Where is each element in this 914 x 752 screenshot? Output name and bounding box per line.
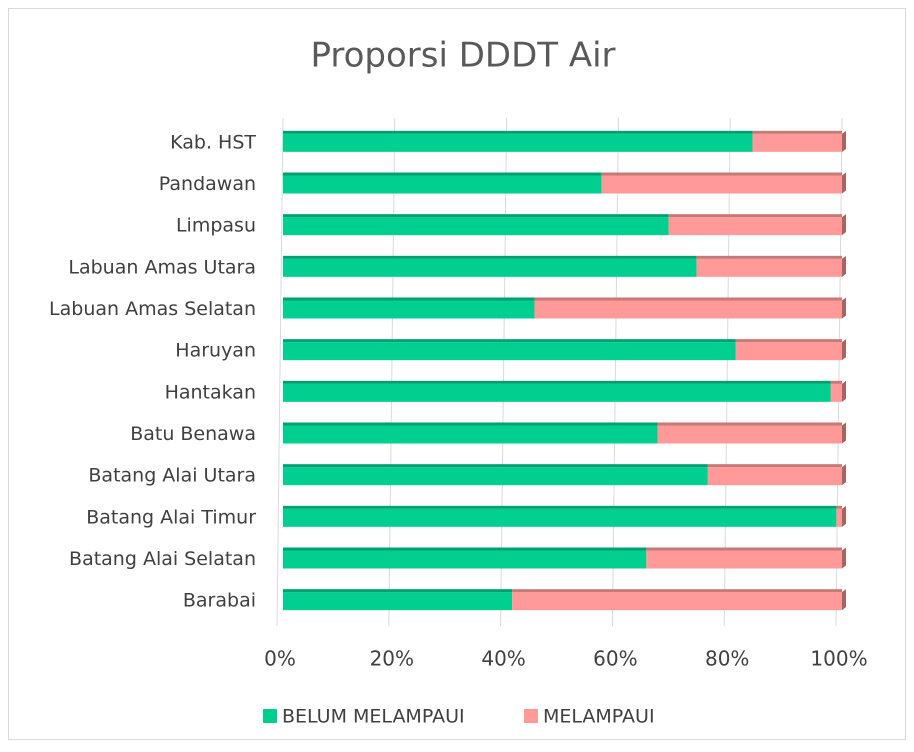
- bar: [283, 592, 513, 611]
- bar-side: [842, 380, 846, 402]
- bar-side: [842, 464, 846, 486]
- grid-line: [500, 117, 508, 627]
- y-tick-label: Batang Alai Utara: [88, 465, 256, 487]
- bar-top: [283, 214, 669, 218]
- bar: [707, 467, 842, 486]
- bar: [752, 133, 842, 152]
- bar-side: [842, 589, 846, 611]
- bar: [601, 175, 842, 194]
- bar-top: [512, 589, 842, 593]
- y-tick-label: Labuan Amas Selatan: [49, 298, 256, 320]
- bar-top: [283, 172, 602, 176]
- bar-top: [836, 505, 842, 509]
- bar-top: [534, 297, 842, 301]
- bar: [534, 300, 842, 319]
- chart-frame: [8, 8, 906, 740]
- bar-top: [283, 297, 535, 301]
- bar: [830, 383, 842, 402]
- x-tick-label: 40%: [481, 647, 525, 671]
- grid-line: [611, 117, 619, 627]
- legend-swatch: [263, 709, 277, 723]
- bar-top: [707, 464, 842, 468]
- bar-top: [646, 547, 842, 551]
- bar: [283, 508, 837, 527]
- y-tick-label: Barabai: [183, 590, 256, 612]
- bar-top: [283, 589, 513, 593]
- bar-top: [830, 380, 842, 384]
- bar: [836, 508, 842, 527]
- bar-top: [752, 130, 842, 134]
- legend-label: MELAMPAUI: [543, 706, 655, 728]
- bar-side: [842, 172, 846, 194]
- y-tick-label: Limpasu: [176, 215, 256, 237]
- bar-top: [283, 422, 658, 426]
- bar: [283, 300, 535, 319]
- bar: [283, 133, 753, 152]
- y-tick-label: Pandawan: [159, 173, 256, 195]
- x-tick-label: 0%: [264, 647, 296, 671]
- bar-top: [696, 255, 842, 259]
- bar-top: [283, 380, 831, 384]
- bar: [283, 425, 658, 444]
- bar-top: [283, 547, 647, 551]
- y-tick-label: Batu Benawa: [130, 423, 256, 445]
- bar-side: [842, 505, 846, 527]
- bar-top: [283, 255, 697, 259]
- grid-line: [723, 117, 731, 627]
- bar-top: [283, 130, 753, 134]
- bar-top: [668, 214, 842, 218]
- grid-line: [388, 117, 396, 627]
- bar-side: [842, 422, 846, 444]
- y-tick-label: Kab. HST: [170, 131, 256, 153]
- bar: [512, 592, 842, 611]
- bar: [283, 258, 697, 277]
- bar-side: [842, 130, 846, 152]
- bar: [283, 383, 831, 402]
- bar: [668, 217, 842, 236]
- bar: [283, 550, 647, 569]
- bar: [696, 258, 842, 277]
- bar-top: [283, 505, 837, 509]
- grid-line: [835, 117, 843, 627]
- bar-side: [842, 255, 846, 277]
- bar-side: [842, 339, 846, 361]
- y-tick-label: Batang Alai Selatan: [69, 548, 256, 570]
- bar: [283, 175, 602, 194]
- grid-line: [276, 117, 284, 627]
- x-tick-label: 60%: [593, 647, 637, 671]
- y-tick-label: Labuan Amas Utara: [68, 256, 256, 278]
- legend-swatch: [524, 709, 538, 723]
- y-tick-label: Haruyan: [175, 340, 256, 362]
- x-tick-label: 20%: [370, 647, 414, 671]
- x-tick-label: 80%: [705, 647, 749, 671]
- x-tick-label: 100%: [810, 647, 867, 671]
- bar-top: [601, 172, 842, 176]
- bar: [735, 342, 842, 361]
- chart-title: Proporsi DDDT Air: [310, 36, 615, 76]
- bar: [283, 467, 708, 486]
- legend-label: BELUM MELAMPAUI: [282, 706, 465, 728]
- bar-top: [283, 464, 708, 468]
- y-tick-label: Hantakan: [165, 381, 256, 403]
- bar-top: [283, 339, 736, 343]
- bar-side: [842, 297, 846, 319]
- bar-top: [657, 422, 842, 426]
- bar: [657, 425, 842, 444]
- bar-top: [735, 339, 842, 343]
- bar-side: [842, 547, 846, 569]
- bar-side: [842, 214, 846, 236]
- bar: [646, 550, 842, 569]
- bar: [283, 217, 669, 236]
- bar: [283, 342, 736, 361]
- y-tick-label: Batang Alai Timur: [86, 506, 256, 528]
